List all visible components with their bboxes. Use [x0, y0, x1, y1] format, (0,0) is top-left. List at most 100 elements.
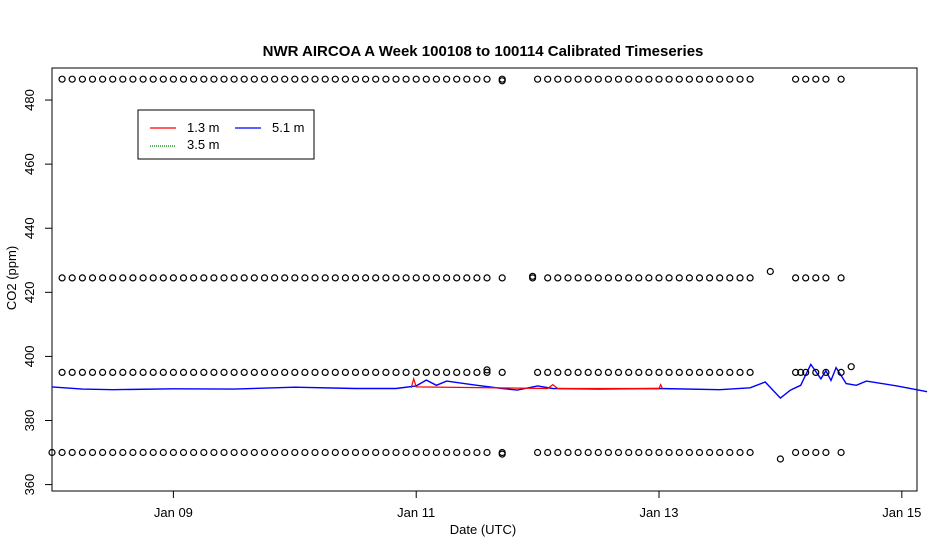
standard-point: [564, 448, 572, 457]
standard-point: [392, 368, 400, 376]
standard-point: [372, 75, 380, 83]
standard-point: [726, 274, 734, 282]
standard-point: [432, 368, 440, 376]
standard-point: [351, 448, 360, 457]
series-lines: [51, 363, 928, 400]
legend-label-3-5m: 3.5 m: [187, 137, 220, 152]
standard-point: [372, 274, 380, 282]
standard-point: [736, 75, 744, 83]
standard-point: [159, 448, 167, 457]
standard-point: [392, 274, 400, 282]
standard-point: [250, 274, 258, 282]
standard-point: [88, 75, 97, 83]
standard-point: [716, 274, 724, 282]
standard-point: [544, 274, 552, 282]
standard-point: [78, 368, 87, 376]
standard-point: [190, 274, 198, 282]
standard-point: [483, 366, 491, 374]
legend-label-5-1m: 5.1 m: [272, 120, 305, 135]
y-tick-label: 400: [22, 346, 37, 368]
standard-point: [291, 368, 299, 376]
standard-point: [109, 274, 117, 282]
standard-point: [311, 75, 319, 83]
standard-point: [281, 274, 289, 282]
standard-point: [362, 368, 370, 376]
standard-point: [321, 274, 329, 282]
standard-point: [463, 274, 471, 282]
y-tick-label: 420: [22, 281, 37, 303]
standard-point: [791, 368, 800, 376]
standard-point: [614, 75, 623, 83]
standard-point: [382, 448, 390, 457]
standard-point: [584, 274, 592, 282]
standard-point: [149, 75, 157, 83]
series-line-1-3-m: [410, 376, 663, 390]
standard-point: [574, 75, 582, 83]
standard-point: [281, 448, 289, 457]
standard-point: [483, 448, 491, 457]
standard-point: [614, 274, 623, 282]
standard-point: [837, 368, 845, 376]
standard-point: [98, 274, 107, 282]
standard-point: [685, 448, 694, 457]
standard-point: [149, 448, 157, 457]
standard-point: [230, 368, 238, 376]
standard-point: [802, 448, 810, 457]
standard-point: [453, 274, 461, 282]
standard-point: [58, 75, 66, 83]
standard-point: [483, 75, 491, 83]
standard-point: [473, 448, 481, 457]
standard-point: [498, 274, 506, 282]
x-tick-label: Jan 13: [639, 505, 678, 520]
standard-point: [498, 368, 506, 376]
standard-point: [483, 368, 491, 376]
standard-point: [179, 368, 188, 376]
standard-point: [797, 368, 805, 376]
standard-point: [594, 274, 602, 282]
standard-point: [716, 448, 724, 457]
standard-point: [372, 448, 380, 457]
standard-point: [584, 75, 592, 83]
standard-point: [291, 448, 299, 457]
standard-point: [726, 75, 734, 83]
standard-point: [766, 267, 774, 276]
standard-point: [604, 274, 613, 282]
standard-point: [625, 75, 633, 83]
standard-point: [159, 274, 167, 282]
standard-point: [240, 448, 248, 457]
standard-point: [812, 75, 820, 83]
standard-point: [210, 368, 218, 376]
standard-point: [129, 274, 137, 282]
standard-point: [260, 274, 269, 282]
standard-point: [382, 368, 390, 376]
standard-point: [402, 274, 410, 282]
standard-point: [746, 75, 754, 83]
standard-point: [392, 448, 400, 457]
standard-point: [210, 274, 218, 282]
standard-point: [635, 274, 643, 282]
standard-point: [271, 368, 279, 376]
standard-point: [220, 274, 228, 282]
standard-point: [675, 448, 683, 457]
standard-point: [726, 448, 734, 457]
standard-point: [402, 368, 410, 376]
standard-point: [88, 368, 97, 376]
standard-point: [544, 75, 552, 83]
standard-point: [554, 368, 562, 376]
y-tick-label: 440: [22, 217, 37, 239]
standard-point: [58, 448, 66, 457]
standard-point: [98, 75, 107, 83]
standard-point: [190, 75, 198, 83]
standard-point: [705, 75, 714, 83]
standard-point: [705, 274, 714, 282]
standard-point: [271, 448, 279, 457]
standard-points: [48, 75, 855, 463]
standard-point: [812, 448, 820, 457]
standard-point: [665, 75, 673, 83]
standard-point: [453, 368, 461, 376]
standard-point: [802, 368, 810, 376]
standard-point: [311, 448, 319, 457]
standard-point: [614, 368, 623, 376]
standard-point: [473, 368, 481, 376]
